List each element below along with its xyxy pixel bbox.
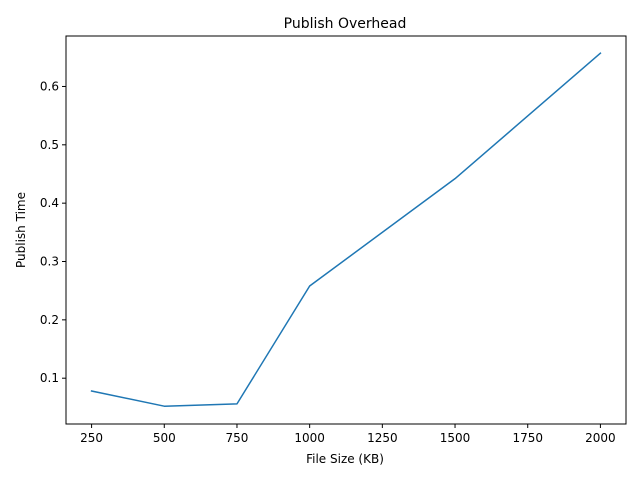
plot-frame (65, 35, 627, 425)
y-tick-label: 0.3 (40, 255, 59, 269)
x-tick-label: 1000 (294, 431, 325, 445)
series-line (90, 52, 602, 407)
x-axis: 250 500 750 1000 1250 1500 1750 2000 (80, 424, 616, 445)
x-tick-label: 1250 (367, 431, 398, 445)
x-tick-label: 500 (153, 431, 176, 445)
x-tick-label: 2000 (585, 431, 616, 445)
y-tick-label: 0.2 (40, 313, 59, 327)
y-tick-label: 0.4 (40, 196, 59, 210)
x-axis-label: File Size (KB) (306, 452, 384, 466)
x-tick-label: 1750 (512, 431, 543, 445)
chart-title: Publish Overhead (284, 16, 407, 32)
y-tick-label: 0.6 (40, 79, 59, 93)
y-axis: 0.1 0.2 0.3 0.4 0.5 0.6 (40, 79, 66, 385)
x-tick-label: 750 (226, 431, 249, 445)
y-tick-label: 0.5 (40, 138, 59, 152)
plot-area (90, 52, 602, 407)
y-axis-label: Publish Time (14, 192, 28, 268)
y-tick-label: 0.1 (40, 371, 59, 385)
x-tick-label: 250 (80, 431, 103, 445)
x-tick-label: 1500 (440, 431, 471, 445)
